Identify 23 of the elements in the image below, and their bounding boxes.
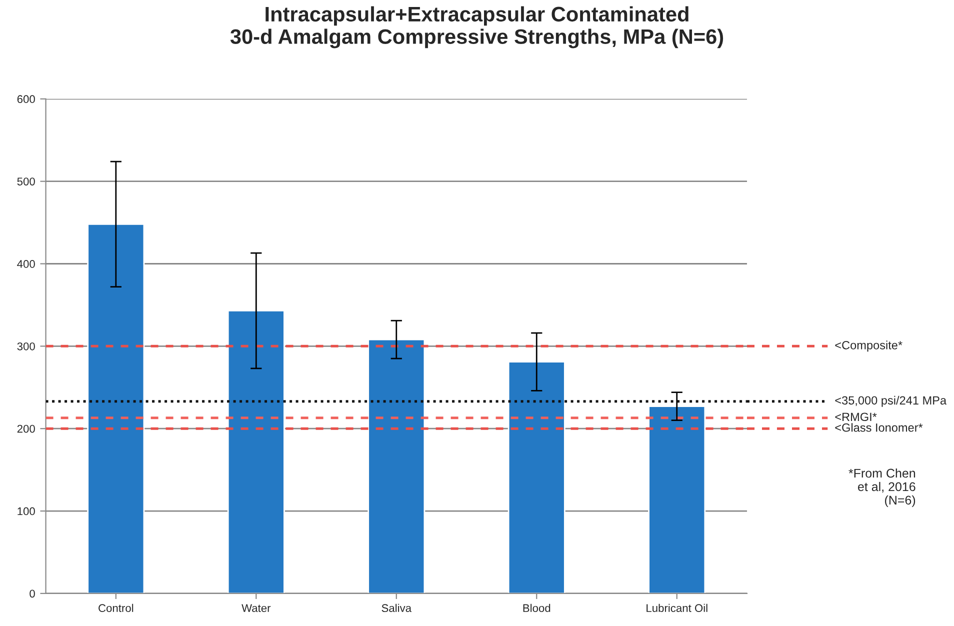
ref-line-label: <35,000 psi/241 MPa — [835, 396, 947, 407]
y-tick-label: 0 — [30, 590, 35, 598]
ref-line-label: <RMGI* — [835, 412, 877, 422]
bar — [648, 406, 706, 594]
y-tick-label: 500 — [17, 178, 35, 186]
text: *From Chen et al, 2016 (N=6) — [848, 468, 916, 508]
x-tick-label: Blood — [523, 604, 550, 612]
ref-line-label: <Glass Ionomer* — [835, 423, 923, 432]
bar — [227, 310, 285, 594]
bar — [368, 338, 426, 594]
y-tick-label: 200 — [17, 424, 35, 433]
x-tick-label: Control — [98, 604, 134, 612]
y-tick-label: 300 — [17, 342, 35, 350]
x-tick-label: Water — [242, 604, 271, 612]
y-tick-label: 100 — [18, 507, 35, 516]
ref-line-label: <Composite* — [835, 340, 902, 352]
x-tick-label: Lubricant Oil — [646, 604, 708, 612]
y-tick-label: 600 — [17, 95, 35, 104]
x-tick-label: Saliva — [382, 604, 412, 612]
bar — [508, 361, 566, 594]
bar — [87, 223, 145, 594]
y-tick-label: 400 — [17, 260, 35, 268]
chart-title: Intracapsular+Extracapsular Contaminated 30-d Amalgam Compressive Strengths, MPa (N=6) — [230, 6, 724, 48]
